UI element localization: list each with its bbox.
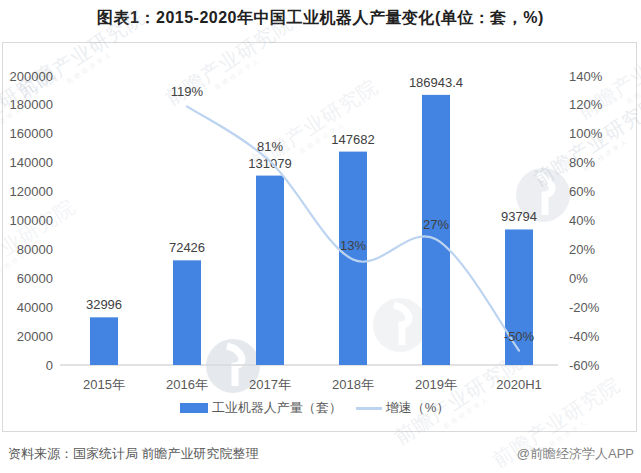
line-value-label: 119% — [171, 84, 204, 99]
line-value-label: 81% — [257, 139, 283, 154]
right-axis-tick: 120% — [569, 97, 603, 112]
left-axis-tick: 40000 — [17, 300, 53, 315]
bar-value-label: 93794 — [501, 209, 537, 224]
line-value-label: 13% — [340, 238, 366, 253]
left-axis-tick: 200000 — [10, 69, 53, 84]
credit-text: @前瞻经济学人APP — [517, 445, 634, 463]
line-value-label: -50% — [504, 329, 535, 344]
x-axis-label: 2017年 — [249, 377, 291, 392]
bar — [173, 260, 201, 365]
bar — [505, 229, 533, 365]
bar — [90, 317, 118, 365]
watermark-text: 前瞻产业研究院前瞻经济学人 — [162, 11, 302, 117]
left-axis-tick: 0 — [46, 358, 53, 373]
line-value-label: 27% — [423, 217, 449, 232]
bar-value-label: 32996 — [86, 297, 122, 312]
left-axis-tick: 80000 — [17, 242, 53, 257]
right-axis-tick: 40% — [569, 213, 595, 228]
watermark-logo — [373, 298, 427, 352]
legend-label-growth: 增速（%） — [386, 399, 450, 417]
bar-value-label: 147682 — [331, 132, 374, 147]
right-axis-tick: 100% — [569, 126, 603, 141]
x-axis-label: 2016年 — [166, 377, 208, 392]
right-axis-tick: 0% — [569, 271, 588, 286]
bar — [256, 176, 284, 365]
bar-value-label: 131079 — [248, 156, 291, 171]
right-axis-tick: 20% — [569, 242, 595, 257]
right-axis-tick: -40% — [569, 329, 600, 344]
left-axis-tick: 180000 — [10, 97, 53, 112]
data-source-text: 资料来源：国家统计局 前瞻产业研究院整理 — [8, 445, 259, 463]
chart-page: 图表1：2015-2020年中国工业机器人产量变化(单位：套，%) 前瞻产业研究… — [0, 0, 641, 473]
left-axis-tick: 160000 — [10, 126, 53, 141]
left-axis-tick: 60000 — [17, 271, 53, 286]
right-axis-tick: -20% — [569, 300, 600, 315]
x-axis-label: 2018年 — [332, 377, 374, 392]
watermark-text: 前瞻产业研究院前瞻经济学人 — [14, 5, 154, 111]
x-axis-label: 2020H1 — [496, 377, 542, 392]
left-axis-tick: 120000 — [10, 184, 53, 199]
legend-item-production: 工业机器人产量（套） — [180, 399, 342, 417]
x-axis-label: 2015年 — [83, 377, 125, 392]
legend-item-growth: 增速（%） — [356, 399, 450, 417]
bar-value-label: 186943.4 — [409, 75, 463, 90]
right-axis-tick: 80% — [569, 155, 595, 170]
bar-series-swatch — [180, 403, 208, 413]
right-axis-tick: 140% — [569, 69, 603, 84]
x-axis-label: 2019年 — [415, 377, 457, 392]
line-series-swatch — [356, 407, 382, 410]
left-axis-tick: 20000 — [17, 329, 53, 344]
right-axis-tick: -60% — [569, 358, 600, 373]
bar-value-label: 72426 — [169, 240, 205, 255]
left-axis-tick: 100000 — [10, 213, 53, 228]
chart-legend: 工业机器人产量（套） 增速（%） — [0, 399, 635, 417]
legend-label-production: 工业机器人产量（套） — [212, 399, 342, 417]
left-axis-tick: 140000 — [10, 155, 53, 170]
right-axis-tick: 60% — [569, 184, 595, 199]
